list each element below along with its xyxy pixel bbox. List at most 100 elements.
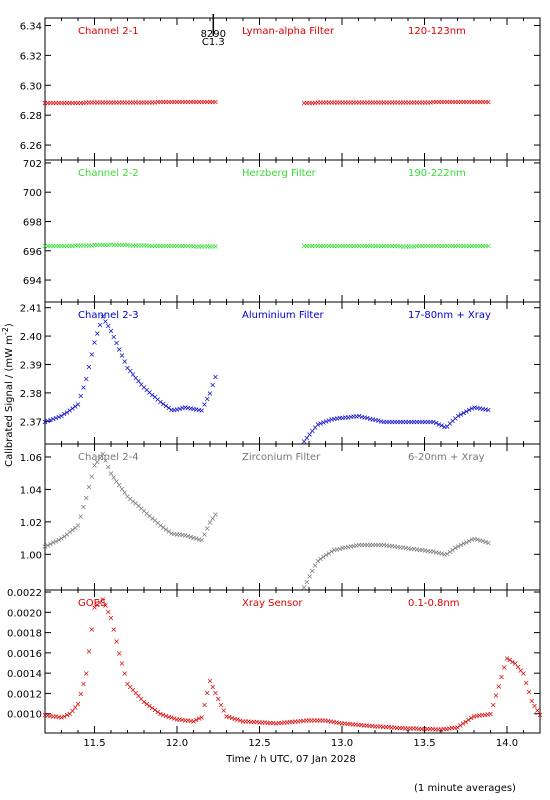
data-point: ×: [121, 488, 128, 497]
data-point: ×: [91, 98, 98, 107]
data-point: ×: [179, 404, 186, 413]
data-point: ×: [267, 719, 274, 728]
data-point: ×: [363, 721, 370, 730]
data-point: ×: [168, 242, 175, 251]
data-point: ×: [320, 98, 327, 107]
data-point: ×: [69, 241, 76, 250]
data-point: ×: [303, 577, 310, 586]
data-point: ×: [83, 241, 90, 250]
data-point: ×: [108, 326, 115, 335]
data-point: ×: [229, 713, 236, 722]
data-point: ×: [317, 419, 324, 428]
data-point: ×: [378, 417, 385, 426]
data-point: ×: [94, 98, 101, 107]
data-point: ×: [193, 715, 200, 724]
data-point: ×: [301, 583, 308, 592]
data-point: ×: [308, 716, 315, 725]
data-point: ×: [108, 98, 115, 107]
data-point: ×: [306, 242, 313, 251]
data-point: ×: [319, 716, 326, 725]
data-point: ×: [165, 98, 172, 107]
panel-label: 0.1-0.8nm: [408, 598, 460, 609]
data-point: ×: [284, 718, 291, 727]
data-point: ×: [377, 722, 384, 731]
data-point: ×: [347, 720, 354, 729]
data-point: ×: [102, 601, 109, 610]
data-point: ×: [168, 529, 175, 538]
data-point: ×: [375, 416, 382, 425]
data-point: ×: [386, 242, 393, 251]
data-point: ×: [297, 717, 304, 726]
data-point: ×: [127, 367, 134, 376]
data-point: ×: [185, 404, 192, 413]
data-point: ×: [427, 417, 434, 426]
y-tick-label: 2.41: [20, 304, 42, 315]
data-point: ×: [361, 721, 368, 730]
data-point: ×: [42, 711, 49, 720]
data-point: ×: [259, 718, 266, 727]
data-point: ×: [165, 712, 172, 721]
data-point: ×: [339, 98, 346, 107]
data-point: ×: [449, 242, 456, 251]
data-point: ×: [61, 712, 68, 721]
panel-label: GOES: [78, 598, 106, 609]
y-tick-label: 696: [23, 247, 42, 258]
data-point: ×: [160, 399, 167, 408]
data-point: ×: [69, 525, 76, 534]
data-point: ×: [446, 98, 453, 107]
data-point: ×: [187, 532, 194, 541]
data-point: ×: [201, 701, 208, 710]
data-point: ×: [391, 242, 398, 251]
data-point: ×: [121, 669, 128, 678]
y-tick-label: 700: [23, 188, 42, 199]
data-point: ×: [97, 241, 104, 250]
data-point: ×: [97, 454, 104, 463]
data-point: ×: [201, 530, 208, 539]
data-point: ×: [378, 541, 385, 550]
data-point: ×: [50, 712, 57, 721]
data-point: ×: [264, 718, 271, 727]
data-point: ×: [347, 242, 354, 251]
data-point: ×: [55, 241, 62, 250]
data-point: ×: [413, 417, 420, 426]
data-point: ×: [482, 537, 489, 546]
data-point: ×: [460, 408, 467, 417]
data-point: ×: [108, 469, 115, 478]
data-point: ×: [334, 98, 341, 107]
data-point: ×: [402, 98, 409, 107]
data-point: ×: [160, 98, 167, 107]
data-point: ×: [50, 242, 57, 251]
data-point: ×: [55, 712, 62, 721]
data-point: ×: [212, 242, 219, 251]
data-point: ×: [471, 242, 478, 251]
data-point: ×: [441, 98, 448, 107]
data-point: ×: [424, 98, 431, 107]
data-point: ×: [212, 97, 219, 106]
data-point: ×: [433, 419, 440, 428]
data-point: ×: [300, 716, 307, 725]
data-point: ×: [457, 242, 464, 251]
data-point: ×: [149, 241, 156, 250]
data-point: ×: [367, 98, 374, 107]
data-point: ×: [367, 242, 374, 251]
data-point: ×: [88, 98, 95, 107]
panel-label: Xray Sensor: [242, 598, 303, 609]
data-point: ×: [389, 242, 396, 251]
data-point: ×: [397, 417, 404, 426]
data-point: ×: [108, 240, 115, 249]
data-point: ×: [207, 242, 214, 251]
data-point: ×: [97, 98, 104, 107]
data-point: ×: [402, 544, 409, 553]
data-point: ×: [146, 511, 153, 520]
data-point: ×: [350, 242, 357, 251]
data-point: ×: [339, 544, 346, 553]
data-point: ×: [160, 241, 167, 250]
data-point: ×: [367, 414, 374, 423]
data-point: ×: [402, 724, 409, 733]
y-tick-label: 0.0014: [7, 669, 42, 680]
panel-label: Channel 2-3: [78, 310, 139, 321]
data-point: ×: [141, 241, 148, 250]
data-point: ×: [130, 370, 137, 379]
panel-frame: [44, 17, 541, 161]
data-point: ×: [135, 377, 142, 386]
